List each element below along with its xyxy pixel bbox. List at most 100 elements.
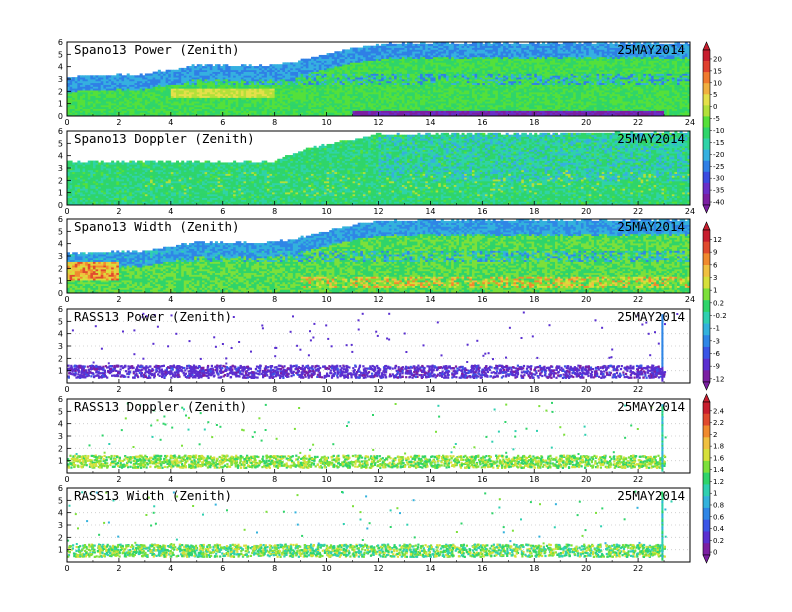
heatmap-cell [243, 66, 247, 69]
heatmap-cell [113, 77, 117, 80]
heatmap-cell [274, 90, 278, 93]
heatmap-cell [217, 73, 221, 76]
heatmap-cell [407, 45, 411, 48]
heatmap-cell [479, 97, 483, 100]
heatmap-cell [274, 79, 278, 82]
heatmap-cell [173, 108, 177, 111]
heatmap-cell [118, 77, 122, 80]
heatmap-cell [272, 97, 276, 100]
heatmap-cell [370, 86, 374, 89]
heatmap-cell [77, 82, 81, 85]
heatmap-cell [308, 93, 312, 97]
heatmap-cell [311, 73, 315, 76]
heatmap-cell [404, 82, 408, 85]
heatmap-cell [116, 84, 120, 87]
heatmap-cell [365, 45, 369, 48]
heatmap-cell [318, 80, 322, 84]
heatmap-cell [217, 84, 221, 87]
heatmap-cell [482, 93, 486, 97]
heatmap-cell [412, 79, 416, 82]
heatmap-cell [220, 80, 224, 84]
heatmap-cell [336, 93, 340, 97]
heatmap-cell [412, 71, 416, 74]
heatmap-cell [396, 58, 400, 61]
heatmap-cell [264, 71, 268, 74]
heatmap-cell [105, 104, 109, 108]
heatmap-cell [170, 79, 174, 82]
heatmap-cell [274, 112, 278, 115]
heatmap-cell [285, 114, 289, 116]
heatmap-cell [163, 114, 167, 116]
heatmap-cell [204, 101, 208, 104]
heatmap-cell [134, 95, 138, 98]
heatmap-cell [79, 75, 83, 78]
heatmap-cell [316, 93, 320, 97]
heatmap-cell [220, 108, 224, 111]
heatmap-cell [225, 114, 229, 116]
heatmap-cell [189, 108, 192, 111]
heatmap-cell [427, 73, 431, 76]
heatmap-cell [194, 67, 198, 71]
heatmap-cell [311, 84, 315, 87]
heatmap-cell [85, 101, 89, 104]
heatmap-cell [417, 62, 421, 65]
heatmap-cell [430, 103, 434, 106]
heatmap-cell [375, 110, 379, 113]
heatmap-cell [378, 54, 382, 58]
heatmap-cell [391, 73, 395, 76]
heatmap-cell [277, 108, 281, 111]
heatmap-cell [285, 104, 289, 108]
heatmap-cell [445, 42, 449, 45]
heatmap-cell [147, 77, 151, 80]
heatmap-cell [186, 97, 190, 100]
heatmap-cell [336, 53, 340, 56]
heatmap-cell [163, 91, 167, 95]
heatmap-cell [176, 80, 180, 84]
heatmap-cell [412, 101, 416, 104]
heatmap-cell [230, 91, 234, 95]
heatmap-cell [375, 75, 379, 78]
heatmap-cell [308, 114, 312, 116]
heatmap-cell [246, 104, 250, 108]
heatmap-cell [142, 108, 146, 111]
heatmap-cell [440, 54, 444, 58]
heatmap-cell [365, 95, 369, 98]
heatmap-cell [471, 69, 475, 72]
heatmap-cell [435, 69, 439, 72]
heatmap-cell [466, 71, 470, 74]
heatmap-cell [420, 62, 424, 65]
heatmap-cell [365, 66, 369, 69]
heatmap-cell [474, 104, 478, 108]
heatmap-cell [474, 82, 478, 85]
heatmap-cell [290, 79, 294, 82]
heatmap-cell [246, 79, 250, 82]
heatmap-cell [409, 88, 413, 91]
heatmap-cell [274, 114, 278, 116]
heatmap-cell [456, 101, 460, 104]
heatmap-cell [438, 79, 442, 82]
heatmap-cell [360, 82, 364, 85]
heatmap-cell [131, 88, 135, 91]
heatmap-cell [399, 64, 403, 67]
heatmap-cell [209, 88, 213, 91]
heatmap-cell [277, 69, 281, 72]
heatmap-cell [464, 43, 468, 47]
heatmap-cell [181, 108, 185, 111]
heatmap-cell [121, 106, 125, 109]
heatmap-cell [248, 99, 252, 102]
heatmap-cell [365, 51, 369, 54]
heatmap-cell [121, 101, 125, 104]
heatmap-cell [199, 71, 203, 74]
heatmap-cell [150, 112, 154, 115]
heatmap-cell [181, 90, 185, 93]
heatmap-cell [142, 103, 146, 106]
heatmap-cell [427, 51, 431, 54]
heatmap-cell [331, 77, 335, 80]
heatmap-cell [433, 82, 437, 85]
heatmap-cell [378, 108, 382, 111]
heatmap-cell [165, 79, 169, 82]
heatmap-cell [474, 110, 478, 113]
heatmap-cell [316, 67, 320, 71]
heatmap-cell [435, 104, 439, 108]
heatmap-cell [95, 108, 99, 111]
